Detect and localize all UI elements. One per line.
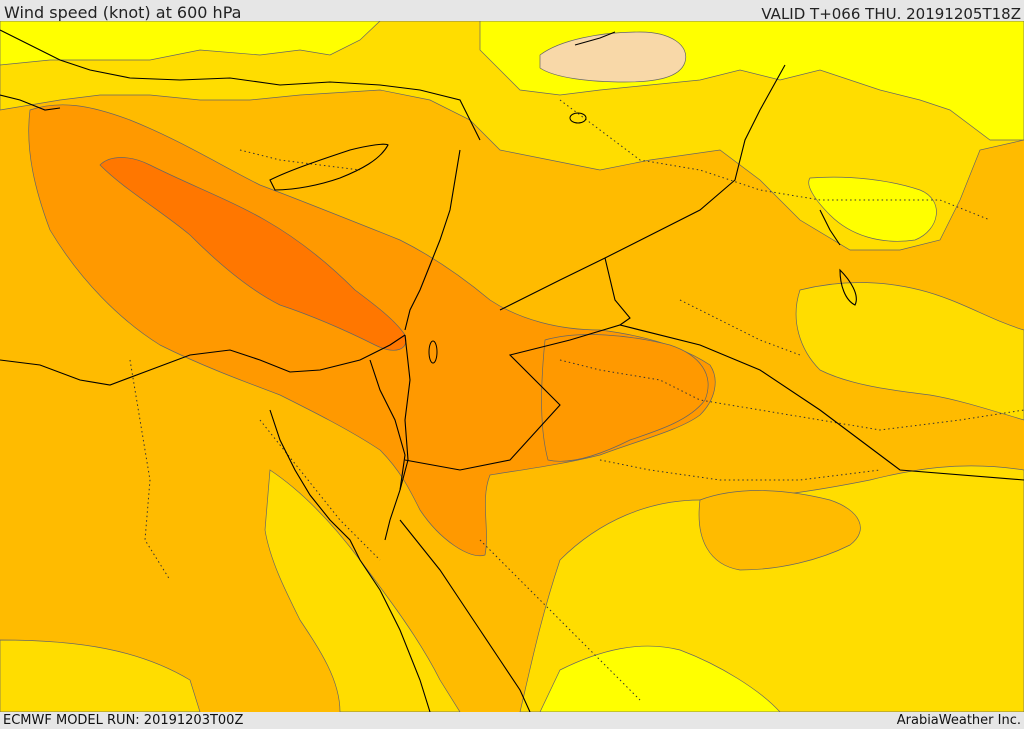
band-north-yellow	[0, 21, 381, 66]
map-footer: ECMWF MODEL RUN: 20191203T00Z ArabiaWeat…	[0, 712, 1024, 729]
band-east-light	[795, 282, 1024, 421]
band-east-yellow-patch	[808, 176, 937, 242]
map-title: Wind speed (knot) at 600 hPa	[4, 3, 242, 22]
map-header: Wind speed (knot) at 600 hPa VALID T+066…	[0, 0, 1024, 23]
coastlines-and-borders	[0, 29, 1024, 712]
wind-speed-map	[0, 21, 1024, 712]
band-arabia-high	[541, 334, 709, 462]
band-north-light	[0, 21, 1024, 251]
band-east-orange-patch	[698, 490, 861, 571]
lake-van	[569, 112, 587, 124]
dead-sea	[428, 340, 438, 364]
credit-text: ArabiaWeather Inc.	[896, 713, 1021, 728]
band-south-yellow	[539, 645, 781, 712]
dotted-borders	[129, 99, 1024, 701]
band-south-light-2	[264, 469, 461, 712]
band-south-light	[0, 639, 201, 712]
valid-time: VALID T+066 THU. 20191205T18Z	[761, 5, 1021, 23]
model-run: ECMWF MODEL RUN: 20191203T00Z	[3, 713, 244, 728]
